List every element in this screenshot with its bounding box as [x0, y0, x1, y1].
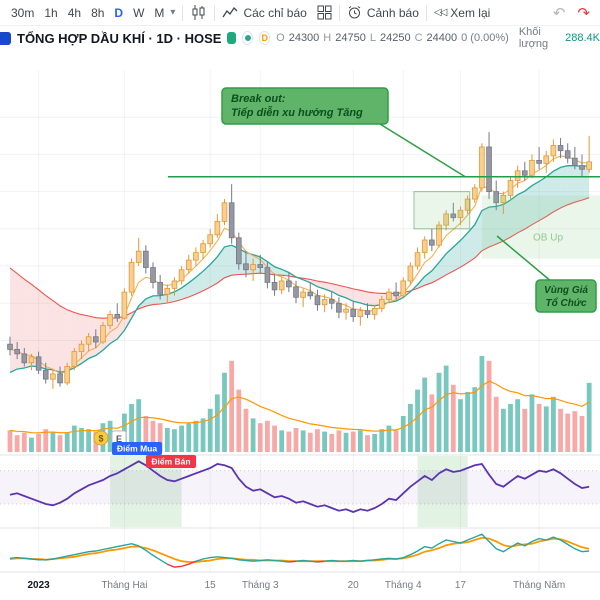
replay-label: Xem lại	[450, 5, 491, 20]
toolbar-divider	[214, 4, 216, 21]
low-label: L	[369, 32, 376, 44]
svg-text:17: 17	[455, 580, 467, 591]
low-value: 24250	[379, 32, 411, 44]
svg-text:OB Up: OB Up	[533, 233, 563, 244]
alarm-clock-icon	[347, 5, 362, 20]
indicator-toggle-d[interactable]: D	[259, 31, 271, 45]
close-value: 24400	[426, 32, 458, 44]
svg-text:Điểm Bán: Điểm Bán	[151, 457, 190, 467]
symbol-legend-row: TỔNG HỢP DẦU KHÍ · 1D · HOSE D O 24300 H…	[0, 26, 600, 50]
chart-drawings[interactable]: Break out:Tiếp diễn xu hướng Tăng Vùng Gi…	[93, 87, 600, 446]
toolbar-divider	[425, 4, 427, 21]
open-label: O	[276, 32, 285, 44]
svg-text:Tháng 3: Tháng 3	[242, 580, 279, 591]
timeframe-w[interactable]: W	[133, 5, 145, 20]
svg-text:15: 15	[205, 580, 217, 591]
svg-text:Tổ Chức: Tổ Chức	[545, 297, 586, 309]
candles	[7, 132, 592, 389]
change-value: 0 (0.00%)	[461, 32, 509, 44]
open-value: 24300	[288, 32, 320, 44]
svg-text:Tiếp diễn xu hướng Tăng: Tiếp diễn xu hướng Tăng	[231, 106, 363, 119]
ohlc-readout: O 24300 H 24750 L 24250 C 24400 0 (0.00%…	[276, 32, 509, 44]
timeframe-m[interactable]: M	[154, 5, 165, 20]
replay-icon: ◁◁	[433, 7, 447, 18]
trend-cloud	[9, 155, 590, 375]
symbol-title[interactable]: TỔNG HỢP DẦU KHÍ · 1D · HOSE	[17, 30, 222, 46]
layout-grid-icon[interactable]	[317, 5, 332, 20]
svg-text:Break out:: Break out:	[231, 93, 286, 105]
chart-toolbar: 30m 1h 4h 8h D W M ▾ Các chỉ báo	[0, 0, 600, 26]
candlestick-style-icon[interactable]	[190, 4, 207, 21]
volume-label: Khối lượng	[518, 26, 549, 50]
high-label: H	[323, 32, 332, 44]
svg-text:Tháng 4: Tháng 4	[385, 580, 422, 591]
indicators-icon	[222, 6, 238, 20]
close-label: C	[414, 32, 423, 44]
pane-separators	[0, 454, 600, 573]
teal-dot-icon	[244, 35, 251, 41]
grid-lines	[0, 70, 600, 572]
volume-overlay	[7, 356, 592, 452]
symbol-logo	[0, 31, 11, 45]
oscillator-pane-1: Điểm Mua Điểm Bán	[0, 442, 600, 527]
toolbar-divider	[182, 4, 184, 21]
svg-text:Vùng Giá: Vùng Giá	[544, 285, 588, 296]
indicator-toggle-dot[interactable]	[242, 31, 254, 45]
indicators-button[interactable]: Các chỉ báo	[222, 5, 307, 20]
timeframe-4h[interactable]: 4h	[67, 5, 82, 20]
svg-text:20: 20	[348, 580, 360, 591]
redo-icon[interactable]: ↷	[577, 4, 590, 22]
svg-text:$: $	[98, 434, 103, 444]
svg-text:E: E	[116, 434, 122, 444]
timeframe-d[interactable]: D	[114, 5, 124, 20]
oscillator-pane-2	[9, 533, 590, 568]
timeframe-1h[interactable]: 1h	[44, 5, 58, 20]
svg-text:Điểm Mua: Điểm Mua	[117, 444, 157, 454]
timeframe-30m[interactable]: 30m	[11, 5, 35, 20]
alert-label: Cảnh báo	[366, 5, 419, 20]
alert-button[interactable]: Cảnh báo	[347, 5, 419, 20]
chevron-down-icon[interactable]: ▾	[170, 7, 176, 18]
undo-icon[interactable]: ↶	[552, 4, 566, 22]
svg-text:Tháng Hai: Tháng Hai	[101, 580, 147, 591]
chart-canvas[interactable]: OB Up Break out:Tiếp diễn xu hướng Tăng Vù…	[0, 50, 600, 600]
time-axis[interactable]: 2023 Tháng Hai 15 Tháng 3 20 Tháng 4 17 Tháng N…	[27, 580, 565, 591]
toolbar-divider	[338, 4, 340, 21]
high-value: 24750	[335, 32, 366, 44]
market-status-chip[interactable]	[227, 32, 237, 44]
timeframe-8h[interactable]: 8h	[91, 5, 105, 20]
volume-value: 288.4K	[565, 32, 600, 44]
svg-text:2023: 2023	[27, 580, 50, 591]
replay-button[interactable]: ◁◁ Xem lại	[434, 6, 490, 20]
svg-text:Tháng Năm: Tháng Năm	[513, 580, 565, 591]
toolbar-right-group: ↶ ↷	[553, 4, 600, 22]
price-zones: OB Up	[413, 191, 600, 259]
timeframe-group: 30m 1h 4h 8h D W M	[6, 4, 169, 22]
indicators-label: Các chỉ báo	[243, 5, 307, 20]
